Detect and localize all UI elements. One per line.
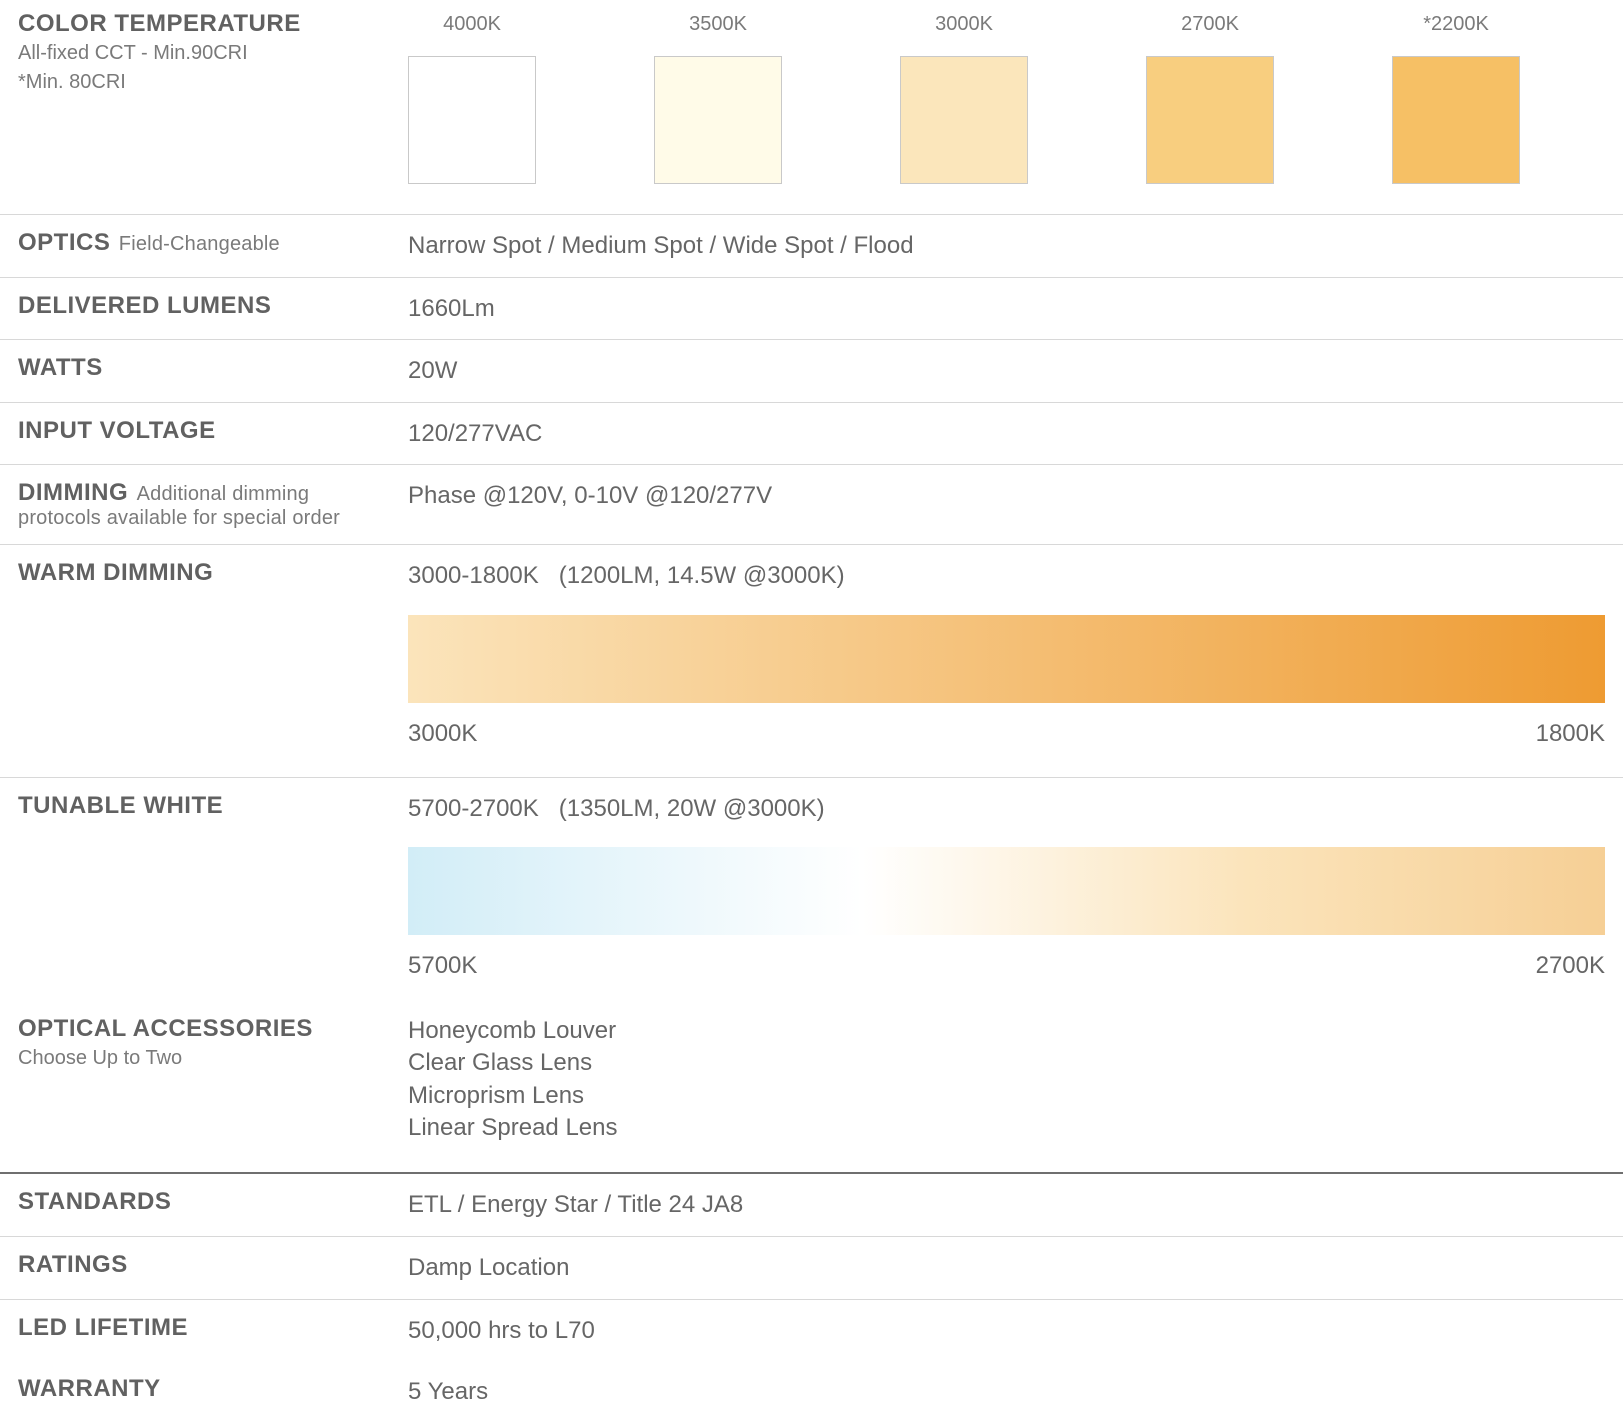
warranty-title: WARRANTY <box>18 1375 161 1402</box>
label-col: OPTICS Field-Changeable <box>18 229 408 257</box>
swatch-block: 4000K <box>408 10 536 184</box>
ratings-title: RATINGS <box>18 1251 128 1278</box>
row-optics: OPTICS Field-Changeable Narrow Spot / Me… <box>0 215 1623 278</box>
accessories-sub: Choose Up to Two <box>18 1045 388 1072</box>
label-col: TUNABLE WHITE <box>18 792 408 820</box>
swatch <box>1392 56 1520 184</box>
label-col: LED LIFETIME <box>18 1314 408 1342</box>
row-voltage: INPUT VOLTAGE 120/277VAC <box>0 403 1623 466</box>
label-col: DELIVERED LUMENS <box>18 292 408 320</box>
lifetime-value: 50,000 hrs to L70 <box>408 1314 1605 1348</box>
swatch <box>1146 56 1274 184</box>
tunable-white-gradient-labels: 5700K 2700K <box>408 949 1605 983</box>
warm-gradient-left: 3000K <box>408 717 477 751</box>
tunable-white-gradient <box>408 847 1605 935</box>
lifetime-title: LED LIFETIME <box>18 1314 188 1341</box>
row-lumens: DELIVERED LUMENS 1660Lm <box>0 278 1623 341</box>
swatch-block: 3000K <box>900 10 1028 184</box>
swatch-label: 3000K <box>900 10 1028 38</box>
row-standards: STANDARDS ETL / Energy Star / Title 24 J… <box>0 1172 1623 1237</box>
watts-value: 20W <box>408 354 1605 388</box>
label-col: COLOR TEMPERATURE All-fixed CCT - Min.90… <box>18 10 408 96</box>
swatch <box>654 56 782 184</box>
label-col: INPUT VOLTAGE <box>18 417 408 445</box>
swatch-label: 2700K <box>1146 10 1274 38</box>
tunable-gradient-left: 5700K <box>408 949 477 983</box>
row-dimming: DIMMING Additional dimming protocols ava… <box>0 465 1623 545</box>
row-tunable-white: TUNABLE WHITE 5700-2700K (1350LM, 20W @3… <box>0 778 1623 1001</box>
label-col: RATINGS <box>18 1251 408 1279</box>
label-col: WARM DIMMING <box>18 559 408 587</box>
optics-sub: Field-Changeable <box>119 233 280 255</box>
row-warranty: WARRANTY 5 Years <box>0 1361 1623 1415</box>
warranty-value: 5 Years <box>408 1375 1605 1409</box>
dimming-title: DIMMING <box>18 479 128 506</box>
swatch-label: 3500K <box>654 10 782 38</box>
row-accessories: OPTICAL ACCESSORIES Choose Up to Two Hon… <box>0 1001 1623 1173</box>
value-col: 5700-2700K (1350LM, 20W @3000K) 5700K 27… <box>408 792 1605 983</box>
warm-dimming-gradient-labels: 3000K 1800K <box>408 717 1605 751</box>
voltage-value: 120/277VAC <box>408 417 1605 451</box>
lumens-title: DELIVERED LUMENS <box>18 292 271 319</box>
swatch-block: 3500K <box>654 10 782 184</box>
swatch <box>408 56 536 184</box>
swatch-label: *2200K <box>1392 10 1520 38</box>
lumens-value: 1660Lm <box>408 292 1605 326</box>
row-watts: WATTS 20W <box>0 340 1623 403</box>
color-temp-sub2: *Min. 80CRI <box>18 69 388 96</box>
tunable-white-value: 5700-2700K (1350LM, 20W @3000K) <box>408 792 1605 826</box>
accessories-title: OPTICAL ACCESSORIES <box>18 1015 388 1043</box>
color-temp-sub1: All-fixed CCT - Min.90CRI <box>18 40 388 67</box>
ratings-value: Damp Location <box>408 1251 1605 1285</box>
dimming-value: Phase @120V, 0-10V @120/277V <box>408 479 1605 513</box>
standards-title: STANDARDS <box>18 1188 171 1215</box>
voltage-title: INPUT VOLTAGE <box>18 417 216 444</box>
swatch <box>900 56 1028 184</box>
tunable-gradient-right: 2700K <box>1536 949 1605 983</box>
row-warm-dimming: WARM DIMMING 3000-1800K (1200LM, 14.5W @… <box>0 545 1623 777</box>
warm-gradient-right: 1800K <box>1536 717 1605 751</box>
swatch-block: *2200K <box>1392 10 1520 184</box>
label-col: DIMMING Additional dimming protocols ava… <box>18 479 408 530</box>
warm-dimming-value: 3000-1800K (1200LM, 14.5W @3000K) <box>408 559 1605 593</box>
value-col: 3000-1800K (1200LM, 14.5W @3000K) 3000K … <box>408 559 1605 750</box>
optics-value: Narrow Spot / Medium Spot / Wide Spot / … <box>408 229 1605 263</box>
label-col: STANDARDS <box>18 1188 408 1216</box>
row-color-temperature: COLOR TEMPERATURE All-fixed CCT - Min.90… <box>0 0 1623 215</box>
swatch-row: 4000K 3500K 3000K 2700K *2200K <box>408 10 1605 184</box>
label-col: OPTICAL ACCESSORIES Choose Up to Two <box>18 1015 408 1072</box>
accessory-item: Honeycomb Louver <box>408 1015 1605 1047</box>
standards-value: ETL / Energy Star / Title 24 JA8 <box>408 1188 1605 1222</box>
accessory-item: Clear Glass Lens <box>408 1047 1605 1079</box>
value-col: 4000K 3500K 3000K 2700K *2200K <box>408 10 1605 184</box>
swatch-label: 4000K <box>408 10 536 38</box>
accessory-item: Linear Spread Lens <box>408 1112 1605 1144</box>
optics-title: OPTICS <box>18 229 110 256</box>
accessory-item: Microprism Lens <box>408 1080 1605 1112</box>
row-ratings: RATINGS Damp Location <box>0 1237 1623 1300</box>
warm-dimming-title: WARM DIMMING <box>18 559 213 586</box>
accessories-list: Honeycomb LouverClear Glass LensMicropri… <box>408 1015 1605 1145</box>
warm-dimming-gradient <box>408 615 1605 703</box>
tunable-white-title: TUNABLE WHITE <box>18 792 223 819</box>
label-col: WATTS <box>18 354 408 382</box>
label-col: WARRANTY <box>18 1375 408 1403</box>
swatch-block: 2700K <box>1146 10 1274 184</box>
color-temp-title: COLOR TEMPERATURE <box>18 10 388 38</box>
row-lifetime: LED LIFETIME 50,000 hrs to L70 <box>0 1300 1623 1362</box>
watts-title: WATTS <box>18 354 103 381</box>
